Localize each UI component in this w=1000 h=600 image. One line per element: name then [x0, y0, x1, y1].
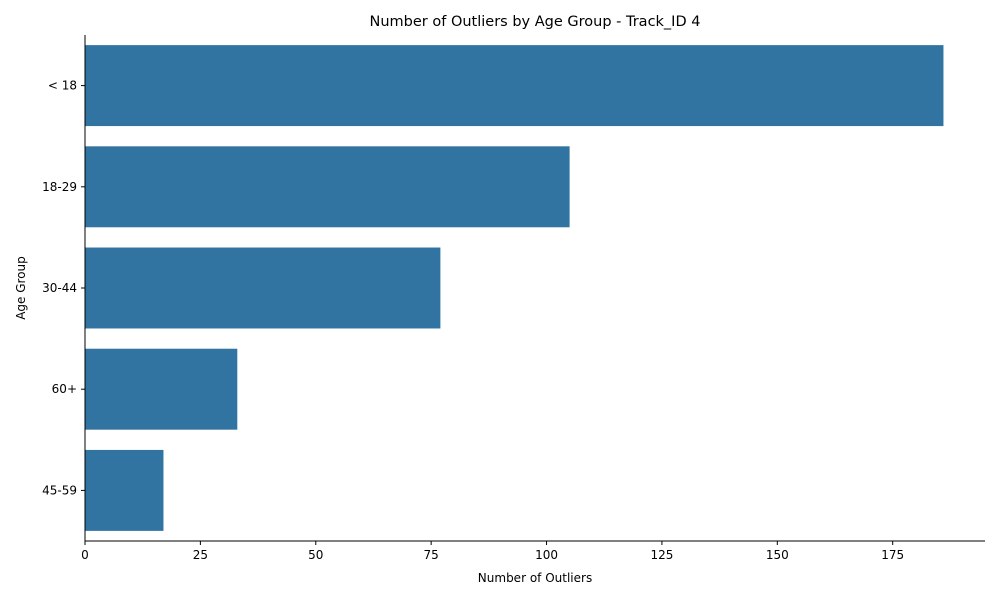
y-axis-ticks: < 18 18-29 30-44 60+ 45-59 [42, 79, 85, 497]
x-tick-label: 25 [193, 548, 208, 562]
x-tick-label: 0 [81, 548, 89, 562]
y-tick-label: 60+ [52, 382, 77, 396]
bar [85, 348, 238, 430]
bar [85, 449, 164, 531]
x-tick-label: 125 [650, 548, 673, 562]
x-tick-label: 175 [881, 548, 904, 562]
y-tick-label: < 18 [48, 79, 77, 93]
bar [85, 146, 570, 228]
bar [85, 45, 944, 127]
y-tick-label: 45-59 [42, 483, 77, 497]
x-tick-label: 150 [766, 548, 789, 562]
x-tick-label: 75 [424, 548, 439, 562]
bars-group [85, 45, 944, 531]
x-axis-label: Number of Outliers [478, 571, 592, 585]
bar [85, 247, 441, 329]
chart-title: Number of Outliers by Age Group - Track_… [370, 14, 701, 30]
y-axis-label: Age Group [14, 256, 28, 320]
y-tick-label: 18-29 [42, 180, 77, 194]
x-axis-ticks: 0 25 50 75 100 125 150 175 [81, 541, 904, 562]
x-tick-label: 100 [535, 548, 558, 562]
x-tick-label: 50 [308, 548, 323, 562]
y-tick-label: 30-44 [42, 281, 77, 295]
